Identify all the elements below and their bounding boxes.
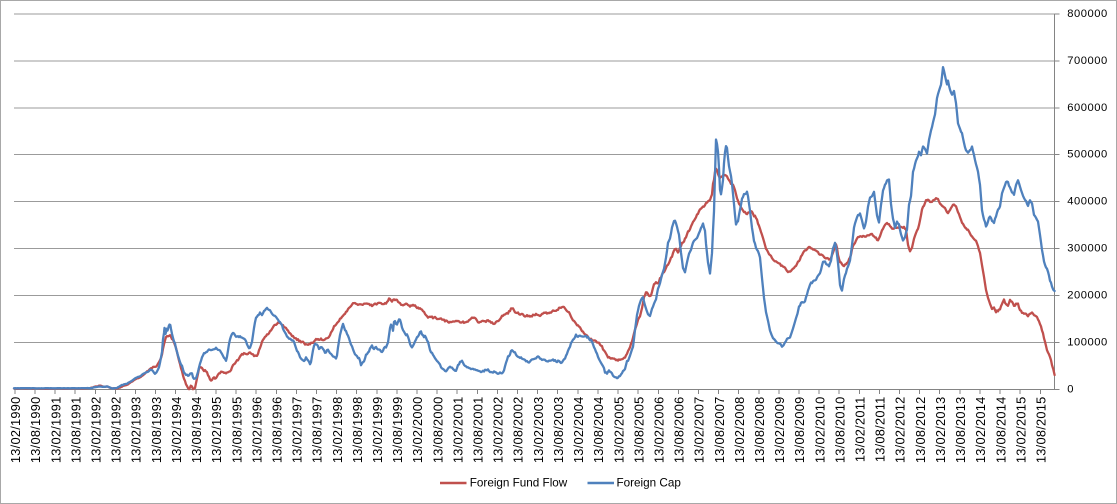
svg-text:13/02/2004: 13/02/2004 xyxy=(571,397,586,464)
svg-text:13/08/2007: 13/08/2007 xyxy=(712,397,727,464)
svg-text:13/08/1993: 13/08/1993 xyxy=(149,397,164,464)
svg-text:13/02/1999: 13/02/1999 xyxy=(370,397,385,464)
svg-text:13/08/2011: 13/08/2011 xyxy=(873,397,888,463)
svg-text:13/08/2005: 13/08/2005 xyxy=(631,397,646,464)
svg-text:13/08/2009: 13/08/2009 xyxy=(792,397,807,464)
svg-text:13/02/2000: 13/02/2000 xyxy=(410,397,425,464)
svg-text:13/02/2015: 13/02/2015 xyxy=(1013,397,1028,464)
svg-text:13/02/2009: 13/02/2009 xyxy=(772,397,787,464)
svg-text:13/08/2006: 13/08/2006 xyxy=(672,397,687,464)
svg-text:400000: 400000 xyxy=(1067,196,1108,208)
svg-text:800000: 800000 xyxy=(1067,8,1108,20)
svg-text:300000: 300000 xyxy=(1067,243,1108,255)
svg-text:13/08/2015: 13/08/2015 xyxy=(1033,397,1048,464)
svg-text:13/02/2010: 13/02/2010 xyxy=(812,397,827,464)
svg-text:13/08/2000: 13/08/2000 xyxy=(430,397,445,464)
svg-text:100000: 100000 xyxy=(1067,336,1108,348)
svg-text:13/02/1994: 13/02/1994 xyxy=(169,397,184,464)
svg-text:13/08/2013: 13/08/2013 xyxy=(953,397,968,464)
svg-text:Foreign Cap: Foreign Cap xyxy=(617,477,682,490)
svg-text:13/08/1995: 13/08/1995 xyxy=(229,397,244,464)
svg-text:13/02/2012: 13/02/2012 xyxy=(893,397,908,464)
svg-text:13/08/1991: 13/08/1991 xyxy=(68,397,83,464)
svg-text:13/02/1992: 13/02/1992 xyxy=(89,397,104,464)
svg-text:13/08/1996: 13/08/1996 xyxy=(269,397,284,464)
svg-text:13/02/1991: 13/02/1991 xyxy=(48,397,63,464)
svg-text:13/02/2013: 13/02/2013 xyxy=(933,397,948,464)
svg-text:700000: 700000 xyxy=(1067,55,1108,67)
svg-text:13/08/1994: 13/08/1994 xyxy=(189,397,204,464)
svg-text:13/08/1998: 13/08/1998 xyxy=(350,397,365,464)
svg-text:13/02/2003: 13/02/2003 xyxy=(531,397,546,464)
svg-text:13/08/1992: 13/08/1992 xyxy=(109,397,124,464)
svg-text:13/02/2001: 13/02/2001 xyxy=(450,397,465,464)
svg-text:13/08/1990: 13/08/1990 xyxy=(28,397,43,464)
svg-text:13/08/2010: 13/08/2010 xyxy=(832,397,847,464)
svg-text:13/02/2014: 13/02/2014 xyxy=(973,397,988,464)
svg-text:13/08/2012: 13/08/2012 xyxy=(913,397,928,464)
svg-text:13/02/1998: 13/02/1998 xyxy=(330,397,345,464)
svg-text:13/08/2002: 13/08/2002 xyxy=(511,397,526,464)
svg-text:13/02/2005: 13/02/2005 xyxy=(611,397,626,464)
svg-text:13/08/1999: 13/08/1999 xyxy=(390,397,405,464)
svg-text:13/08/2004: 13/08/2004 xyxy=(591,397,606,464)
svg-text:13/02/2008: 13/02/2008 xyxy=(732,397,747,464)
svg-text:13/02/2011: 13/02/2011 xyxy=(853,397,868,463)
svg-text:13/08/2014: 13/08/2014 xyxy=(993,397,1008,464)
svg-text:13/02/1995: 13/02/1995 xyxy=(209,397,224,464)
svg-text:13/02/1997: 13/02/1997 xyxy=(290,397,305,464)
svg-text:13/08/2008: 13/08/2008 xyxy=(752,397,767,464)
svg-text:Foreign Fund Flow: Foreign Fund Flow xyxy=(470,477,568,490)
svg-text:13/02/2007: 13/02/2007 xyxy=(692,397,707,464)
svg-text:0: 0 xyxy=(1067,383,1074,395)
svg-text:200000: 200000 xyxy=(1067,289,1108,301)
svg-text:600000: 600000 xyxy=(1067,102,1108,114)
svg-text:13/02/2006: 13/02/2006 xyxy=(651,397,666,464)
svg-text:13/02/1993: 13/02/1993 xyxy=(129,397,144,464)
svg-text:13/08/2003: 13/08/2003 xyxy=(551,397,566,464)
svg-text:13/02/1996: 13/02/1996 xyxy=(249,397,264,464)
svg-text:13/08/2001: 13/08/2001 xyxy=(471,397,486,464)
svg-text:13/02/2002: 13/02/2002 xyxy=(491,397,506,464)
svg-text:500000: 500000 xyxy=(1067,149,1108,161)
svg-text:13/02/1990: 13/02/1990 xyxy=(8,397,23,464)
svg-text:13/08/1997: 13/08/1997 xyxy=(310,397,325,464)
